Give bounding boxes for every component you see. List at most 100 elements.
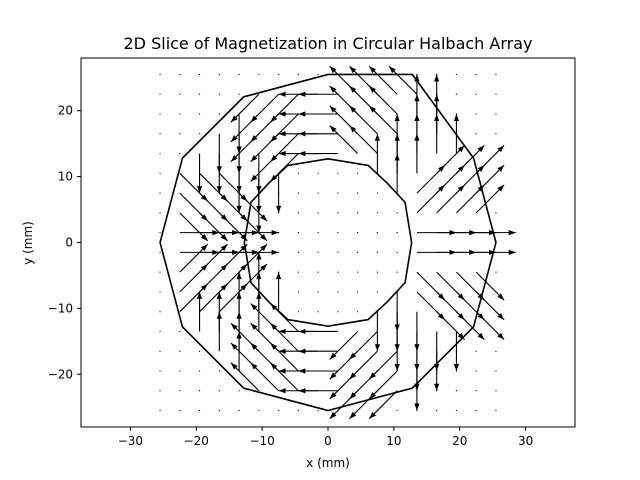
magnetization-arrow-head (298, 91, 306, 97)
empty-grid-dot (337, 192, 339, 194)
magnetization-arrow-head (278, 348, 286, 354)
magnetization-arrow-head (256, 225, 262, 233)
x-tick-label: −30 (118, 434, 143, 448)
empty-grid-dot (179, 350, 181, 352)
empty-grid-dot (159, 93, 161, 95)
magnetization-arrow-head (329, 372, 337, 380)
empty-grid-dot (495, 212, 497, 214)
magnetization-arrow-head (236, 146, 242, 154)
magnetization-arrow-head (270, 362, 278, 370)
empty-grid-dot (159, 232, 161, 234)
empty-grid-dot (159, 73, 161, 76)
magnetization-arrow-head (349, 105, 357, 113)
empty-grid-dot (495, 152, 497, 155)
magnetization-arrow-head (453, 114, 460, 122)
magnetization-arrow-head (260, 244, 268, 251)
magnetization-arrow-head (230, 362, 238, 370)
magnetization-arrow-head (298, 388, 306, 394)
magnetization-arrow-head (497, 313, 505, 320)
magnetization-arrow-head (278, 111, 286, 117)
empty-grid-dot (495, 192, 497, 194)
empty-grid-dot (278, 73, 280, 76)
empty-grid-dot (495, 390, 497, 392)
empty-grid-dot (475, 390, 477, 392)
empty-grid-dot (218, 93, 220, 95)
empty-grid-dot (218, 113, 220, 115)
empty-grid-dot (376, 192, 378, 194)
magnetization-arrow-head (369, 411, 376, 419)
magnetization-arrow-head (329, 352, 337, 360)
empty-grid-dot (495, 291, 497, 293)
magnetization-arrow-head (250, 154, 258, 162)
magnetization-arrow-head (270, 154, 278, 162)
magnetization-arrow-head (256, 252, 262, 260)
x-tick-label: 10 (386, 434, 401, 448)
empty-grid-dot (357, 251, 359, 253)
magnetization-arrow-head (349, 86, 357, 93)
empty-grid-dot (436, 73, 438, 76)
empty-grid-dot (337, 251, 339, 253)
magnetization-arrow-head (349, 352, 357, 360)
magnetization-arrow-head (349, 125, 357, 133)
empty-grid-dot (317, 271, 319, 273)
empty-grid-dot (159, 409, 161, 412)
empty-grid-dot (396, 409, 398, 412)
empty-grid-dot (436, 93, 438, 95)
magnetization-arrow-head (250, 323, 258, 331)
empty-grid-dot (475, 370, 477, 372)
magnetization-arrow-head (278, 368, 286, 374)
magnetization-arrow-head (270, 343, 278, 350)
empty-grid-dot (376, 232, 378, 234)
empty-grid-dot (278, 409, 280, 412)
magnetization-arrow-head (230, 115, 238, 123)
magnetization-arrow-head (497, 332, 505, 340)
empty-grid-dot (495, 409, 497, 412)
empty-grid-dot (436, 409, 438, 412)
magnetization-arrow-head (230, 154, 238, 162)
empty-grid-dot (278, 271, 280, 273)
empty-grid-dot (475, 73, 477, 76)
magnetization-arrow-head (250, 135, 258, 142)
magnetization-arrow-head (298, 348, 306, 354)
magnetization-arrow-head (216, 166, 222, 174)
x-tick-label: 30 (518, 434, 533, 448)
empty-grid-dot (357, 271, 359, 273)
empty-grid-dot (495, 311, 497, 313)
y-tick-label: −10 (48, 301, 73, 315)
empty-grid-dot (179, 390, 181, 392)
empty-grid-dot (357, 192, 359, 194)
empty-grid-dot (218, 390, 220, 392)
empty-grid-dot (297, 409, 299, 412)
magnetization-arrow-head (329, 105, 337, 113)
empty-grid-dot (159, 251, 161, 253)
empty-grid-dot (376, 271, 378, 273)
empty-grid-dot (179, 152, 181, 155)
magnetization-arrow-head (270, 115, 278, 123)
magnetization-arrow-head (220, 244, 228, 251)
empty-grid-dot (376, 291, 378, 293)
magnetization-arrow-head (256, 186, 262, 194)
empty-grid-dot (159, 133, 161, 135)
magnetization-arrow-head (250, 174, 258, 182)
magnetization-arrow-head (278, 328, 286, 335)
magnetization-arrow-head (260, 263, 268, 271)
magnetization-arrow-head (271, 249, 279, 255)
empty-grid-dot (179, 409, 181, 412)
x-tick-label: 20 (452, 434, 467, 448)
magnetization-arrow-head (477, 332, 485, 340)
magnetization-arrow-head (298, 111, 306, 117)
magnetization-arrow-head (298, 131, 306, 137)
empty-grid-dot (396, 271, 398, 273)
y-tick-label: 0 (65, 236, 73, 250)
empty-grid-dot (297, 172, 299, 174)
magnetization-arrow-head (236, 186, 242, 194)
empty-grid-dot (179, 93, 181, 95)
empty-grid-dot (317, 212, 319, 214)
empty-grid-dot (159, 113, 161, 115)
magnetization-arrow-head (349, 411, 357, 419)
empty-grid-dot (495, 232, 497, 234)
magnetization-arrow-head (497, 145, 505, 153)
magnetization-arrow-head (216, 291, 222, 299)
